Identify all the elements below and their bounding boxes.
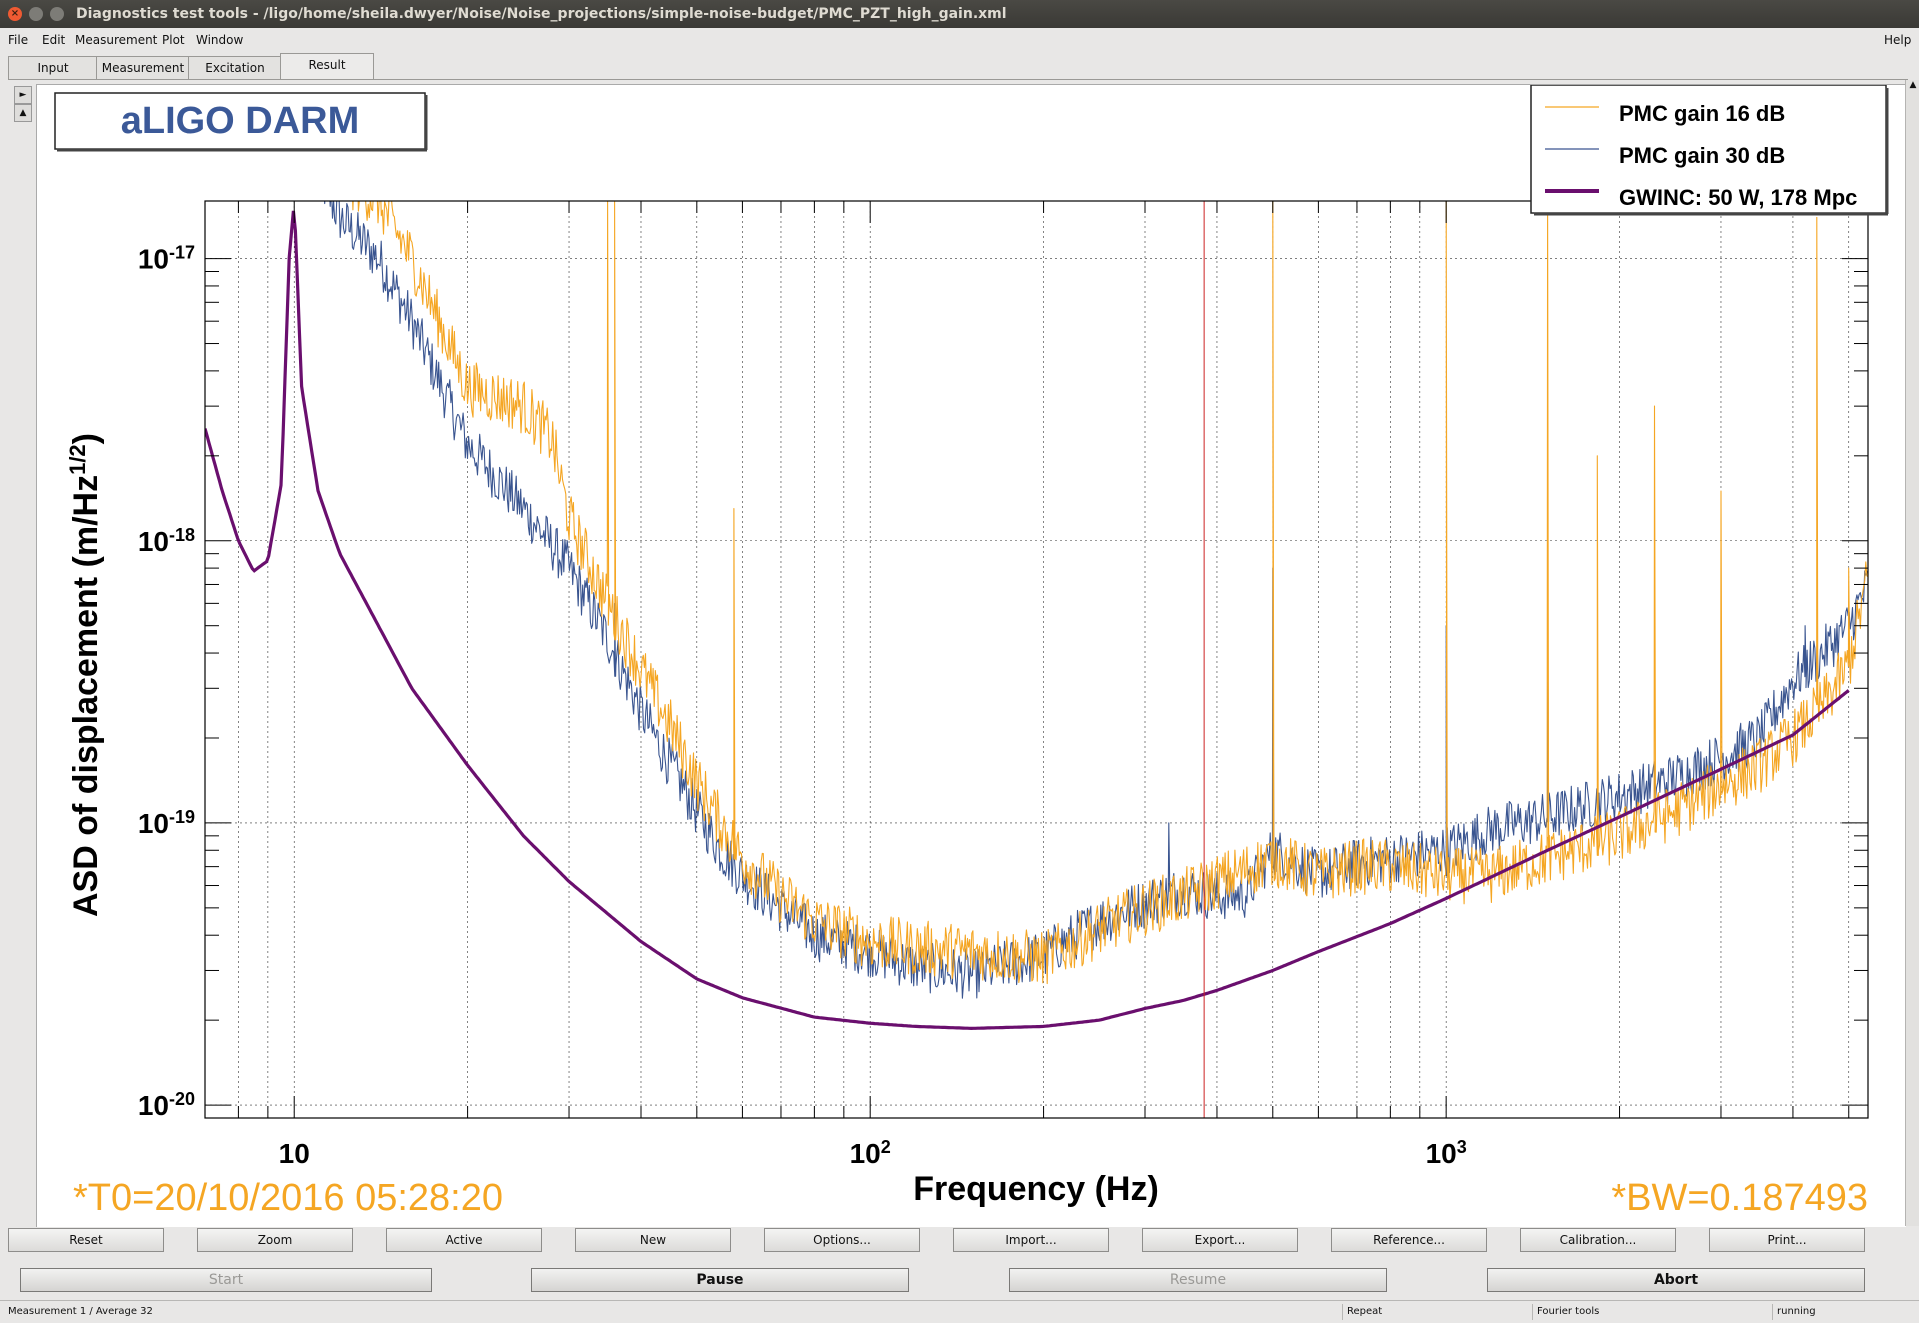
y-tick-label: 10-19 — [138, 807, 195, 839]
reset-button[interactable]: Reset — [8, 1228, 164, 1252]
legend: PMC gain 16 dB PMC gain 30 dB GWINC: 50 … — [1530, 84, 1889, 216]
status-state: running — [1772, 1304, 1917, 1320]
reference-button[interactable]: Reference... — [1331, 1228, 1487, 1252]
menu-window[interactable]: Window — [196, 33, 244, 47]
y-axis-label: ASD of displacement (m/Hz1/2) — [65, 433, 106, 917]
menu-measurement[interactable]: Measurement — [75, 33, 158, 47]
minimize-window-icon[interactable] — [29, 7, 43, 21]
bandwidth-label: *BW=0.187493 — [1611, 1177, 1868, 1219]
trace-gwinc — [205, 210, 1850, 1031]
tab-result[interactable]: Result — [280, 53, 374, 79]
start-button[interactable]: Start — [20, 1268, 432, 1292]
menu-help[interactable]: Help — [1884, 33, 1912, 47]
pad-right-arrow-icon[interactable]: ► — [14, 86, 32, 104]
active-button[interactable]: Active — [386, 1228, 542, 1252]
new-button[interactable]: New — [575, 1228, 731, 1252]
window-title: Diagnostics test tools - /ligo/home/shei… — [76, 6, 1007, 22]
x-tick-label: 10 — [279, 1138, 310, 1169]
options-button[interactable]: Options... — [764, 1228, 920, 1252]
plot-traces — [205, 201, 1868, 1118]
menu-file[interactable]: File — [8, 33, 29, 47]
close-window-icon[interactable]: × — [8, 7, 22, 21]
resume-button[interactable]: Resume — [1009, 1268, 1387, 1292]
maximize-window-icon[interactable] — [50, 7, 64, 21]
tab-input[interactable]: Input — [8, 56, 98, 79]
spectrum-plot: aLIGO DARM 10 102 10310-1710-1810-1910-20 … — [54, 84, 1889, 1219]
status-tool: Fourier tools — [1532, 1304, 1767, 1320]
print-button[interactable]: Print... — [1709, 1228, 1865, 1252]
legend-entry-30db: PMC gain 30 dB — [1619, 143, 1785, 168]
legend-entry-gwinc: GWINC: 50 W, 178 Mpc — [1619, 185, 1857, 210]
zoom-button[interactable]: Zoom — [197, 1228, 353, 1252]
x-axis-label: Frequency (Hz) — [913, 1170, 1159, 1208]
measurement-control-row: Start Pause Resume Abort — [8, 1268, 1904, 1298]
x-tick-label: 102 — [850, 1137, 891, 1169]
y-tick-label: 10-17 — [138, 243, 195, 275]
tab-measurement[interactable]: Measurement — [96, 56, 190, 79]
legend-entry-16db: PMC gain 16 dB — [1619, 101, 1785, 126]
tab-excitation[interactable]: Excitation — [188, 56, 282, 79]
status-bar: Measurement 1 / Average 32 Repeat Fourie… — [0, 1300, 1919, 1323]
y-tick-label: 10-20 — [138, 1089, 195, 1121]
right-scroll-panel[interactable]: ▲ — [1905, 80, 1919, 1226]
import-button[interactable]: Import... — [953, 1228, 1109, 1252]
plot-title: aLIGO DARM — [121, 100, 360, 142]
menu-edit[interactable]: Edit — [42, 33, 66, 47]
axis-ticks: 10 102 103 10-17 10-18 10-19 10-20 — [138, 201, 1868, 1169]
y-tick-label: 10-18 — [138, 525, 195, 557]
plot-frame — [204, 200, 1869, 1119]
x-tick-label: 103 — [1426, 1137, 1467, 1169]
pad-up-arrow-icon[interactable]: ▲ — [14, 104, 32, 122]
scroll-up-arrow-icon[interactable]: ▲ — [1909, 80, 1917, 90]
abort-button[interactable]: Abort — [1487, 1268, 1865, 1292]
menu-bar: File Edit Measurement Plot Window Help — [0, 28, 1919, 52]
window-title-bar: × Diagnostics test tools - /ligo/home/sh… — [0, 0, 1919, 28]
trace-pmc-gain-30-db — [324, 201, 1868, 999]
export-button[interactable]: Export... — [1142, 1228, 1298, 1252]
plot-button-row: Reset Zoom Active New Options... Import.… — [8, 1228, 1904, 1254]
t0-label: *T0=20/10/2016 05:28:20 — [73, 1177, 503, 1219]
menu-plot[interactable]: Plot — [162, 33, 185, 47]
calibration-button[interactable]: Calibration... — [1520, 1228, 1676, 1252]
tab-divider — [8, 79, 1908, 80]
status-measurement: Measurement 1 / Average 32 — [8, 1306, 153, 1317]
plot-grid — [204, 201, 1868, 1118]
pause-button[interactable]: Pause — [531, 1268, 909, 1292]
status-repeat: Repeat — [1342, 1304, 1527, 1320]
plot-canvas[interactable]: aLIGO DARM 10 102 103 10-17 10-18 10-19 10-20 … — [36, 84, 1906, 1227]
